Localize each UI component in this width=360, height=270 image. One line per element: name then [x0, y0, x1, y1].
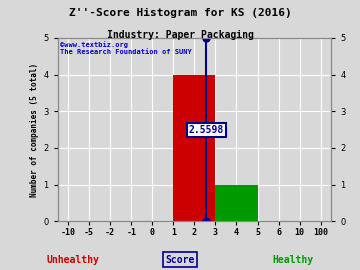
Text: Unhealthy: Unhealthy: [47, 255, 100, 265]
Text: Z''-Score Histogram for KS (2016): Z''-Score Histogram for KS (2016): [69, 8, 291, 18]
Text: ©www.textbiz.org
The Research Foundation of SUNY: ©www.textbiz.org The Research Foundation…: [60, 42, 192, 55]
Text: Industry: Paper Packaging: Industry: Paper Packaging: [107, 30, 253, 40]
Text: Score: Score: [165, 255, 195, 265]
Text: Healthy: Healthy: [272, 255, 313, 265]
Text: 2.5598: 2.5598: [189, 124, 224, 135]
Bar: [174, 75, 215, 221]
Y-axis label: Number of companies (5 total): Number of companies (5 total): [30, 63, 39, 197]
Bar: [215, 185, 257, 221]
